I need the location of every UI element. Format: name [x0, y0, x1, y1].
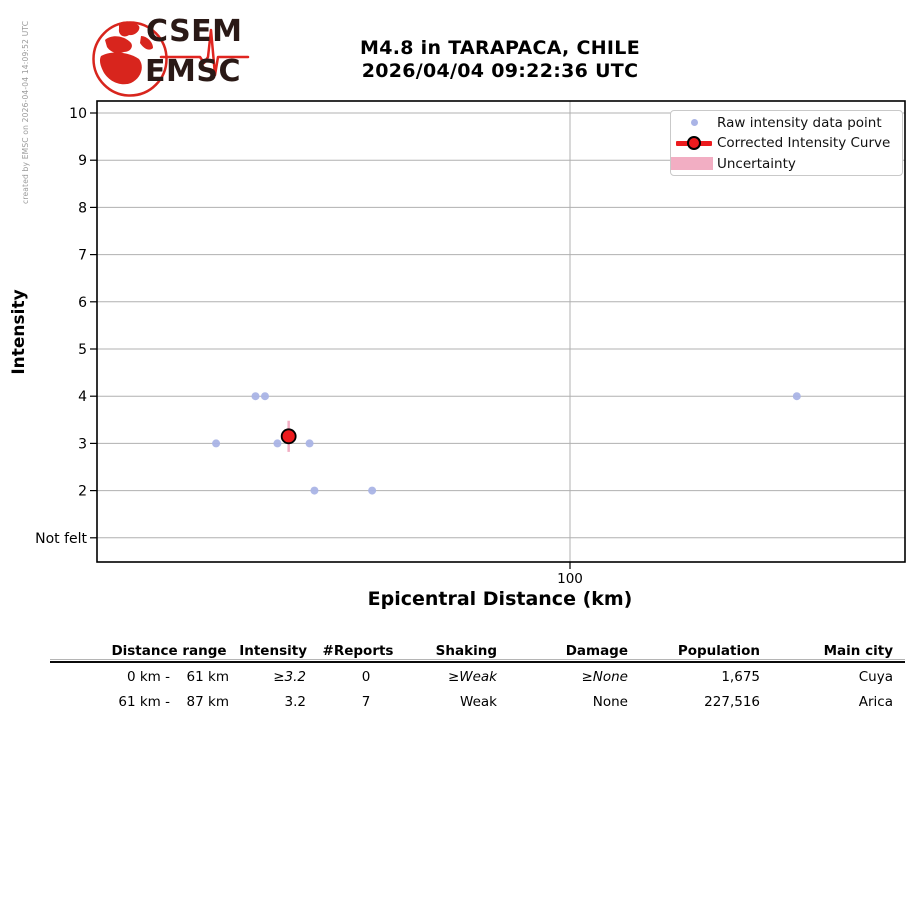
table-cell-shaking: ≥Weak — [447, 669, 497, 685]
chart-legend: Raw intensity data point Corrected Inten… — [670, 110, 903, 176]
x-tick-label: 100 — [557, 571, 583, 587]
col-header-reports: #Reports — [322, 643, 394, 659]
table-cell-main-city: Cuya — [858, 669, 893, 685]
col-header-population: Population — [677, 643, 760, 659]
raw-data-point — [368, 486, 377, 495]
raw-data-point — [310, 486, 319, 495]
legend-label: Corrected Intensity Curve — [717, 135, 891, 151]
table-cell-main-city: Arica — [858, 694, 893, 710]
logo-text-csem: CSEM — [146, 14, 243, 49]
table-cell-reports: 0 — [361, 669, 371, 685]
table-cell-damage: ≥None — [581, 669, 628, 685]
y-tick-label: 8 — [78, 200, 87, 216]
col-header-distance-range: Distance range — [111, 643, 227, 659]
legend-item-corrected: Corrected Intensity Curve — [671, 133, 902, 153]
table-cell-population: 227,516 — [704, 694, 760, 710]
emsc-csem-logo: CSEM EMSC — [85, 13, 265, 103]
y-tick-label: 9 — [78, 153, 87, 169]
y-tick-label: 2 — [78, 484, 87, 500]
raw-data-point — [273, 439, 282, 448]
col-header-shaking: Shaking — [435, 643, 497, 659]
y-tick-label: 5 — [78, 342, 87, 358]
corrected-intensity-point — [280, 428, 297, 445]
table-cell-shaking: Weak — [460, 694, 497, 710]
legend-label: Uncertainty — [717, 155, 796, 172]
raw-data-point — [792, 392, 801, 401]
y-tick-label: 6 — [78, 295, 87, 311]
event-title: M4.8 in TARAPACA, CHILE — [360, 37, 640, 59]
table-cell-distance-to: 61 km — [186, 669, 229, 685]
corrected-curve-legend-icon — [671, 136, 717, 150]
y-tick-label: 3 — [78, 436, 87, 452]
emsc-globe-logo — [92, 21, 250, 97]
logo-text-emsc: EMSC — [145, 54, 241, 89]
y-tick-label: Not felt — [35, 531, 87, 547]
table-cell-distance-from: 61 km - — [118, 694, 170, 710]
y-tick-label: 4 — [78, 389, 87, 405]
table-header-rule — [50, 661, 905, 663]
x-axis-title: Epicentral Distance (km) — [367, 588, 633, 610]
table-cell-intensity: 3.2 — [284, 694, 306, 710]
col-header-intensity: Intensity — [239, 643, 307, 659]
col-header-damage: Damage — [565, 643, 628, 659]
seismogram-line — [159, 28, 250, 77]
table-cell-distance-to: 87 km — [186, 694, 229, 710]
raw-data-point — [260, 392, 269, 401]
col-header-main-city: Main city — [823, 643, 893, 659]
y-tick-label: 10 — [69, 106, 87, 122]
raw-data-point — [212, 439, 221, 448]
raw-data-point — [251, 392, 260, 401]
legend-item-raw: Raw intensity data point — [671, 113, 902, 133]
page-title: M4.8 in TARAPACA, CHILE 2026/04/04 09:22… — [250, 37, 750, 82]
raw-point-legend-icon — [690, 119, 698, 126]
uncertainty-legend-icon — [671, 157, 713, 170]
table-header-rule-light — [50, 659, 905, 660]
raw-data-point — [305, 439, 314, 448]
legend-label: Raw intensity data point — [717, 114, 882, 131]
table-cell-distance-from: 0 km - — [126, 669, 170, 685]
table-cell-intensity: ≥3.2 — [273, 669, 306, 685]
event-datetime: 2026/04/04 09:22:36 UTC — [361, 59, 639, 82]
table-cell-population: 1,675 — [721, 669, 760, 685]
table-cell-reports: 7 — [361, 694, 371, 710]
y-tick-label: 7 — [78, 248, 87, 264]
plot-frame — [96, 100, 906, 563]
table-cell-damage: None — [592, 694, 628, 710]
legend-item-uncertainty: Uncertainty — [671, 154, 902, 174]
